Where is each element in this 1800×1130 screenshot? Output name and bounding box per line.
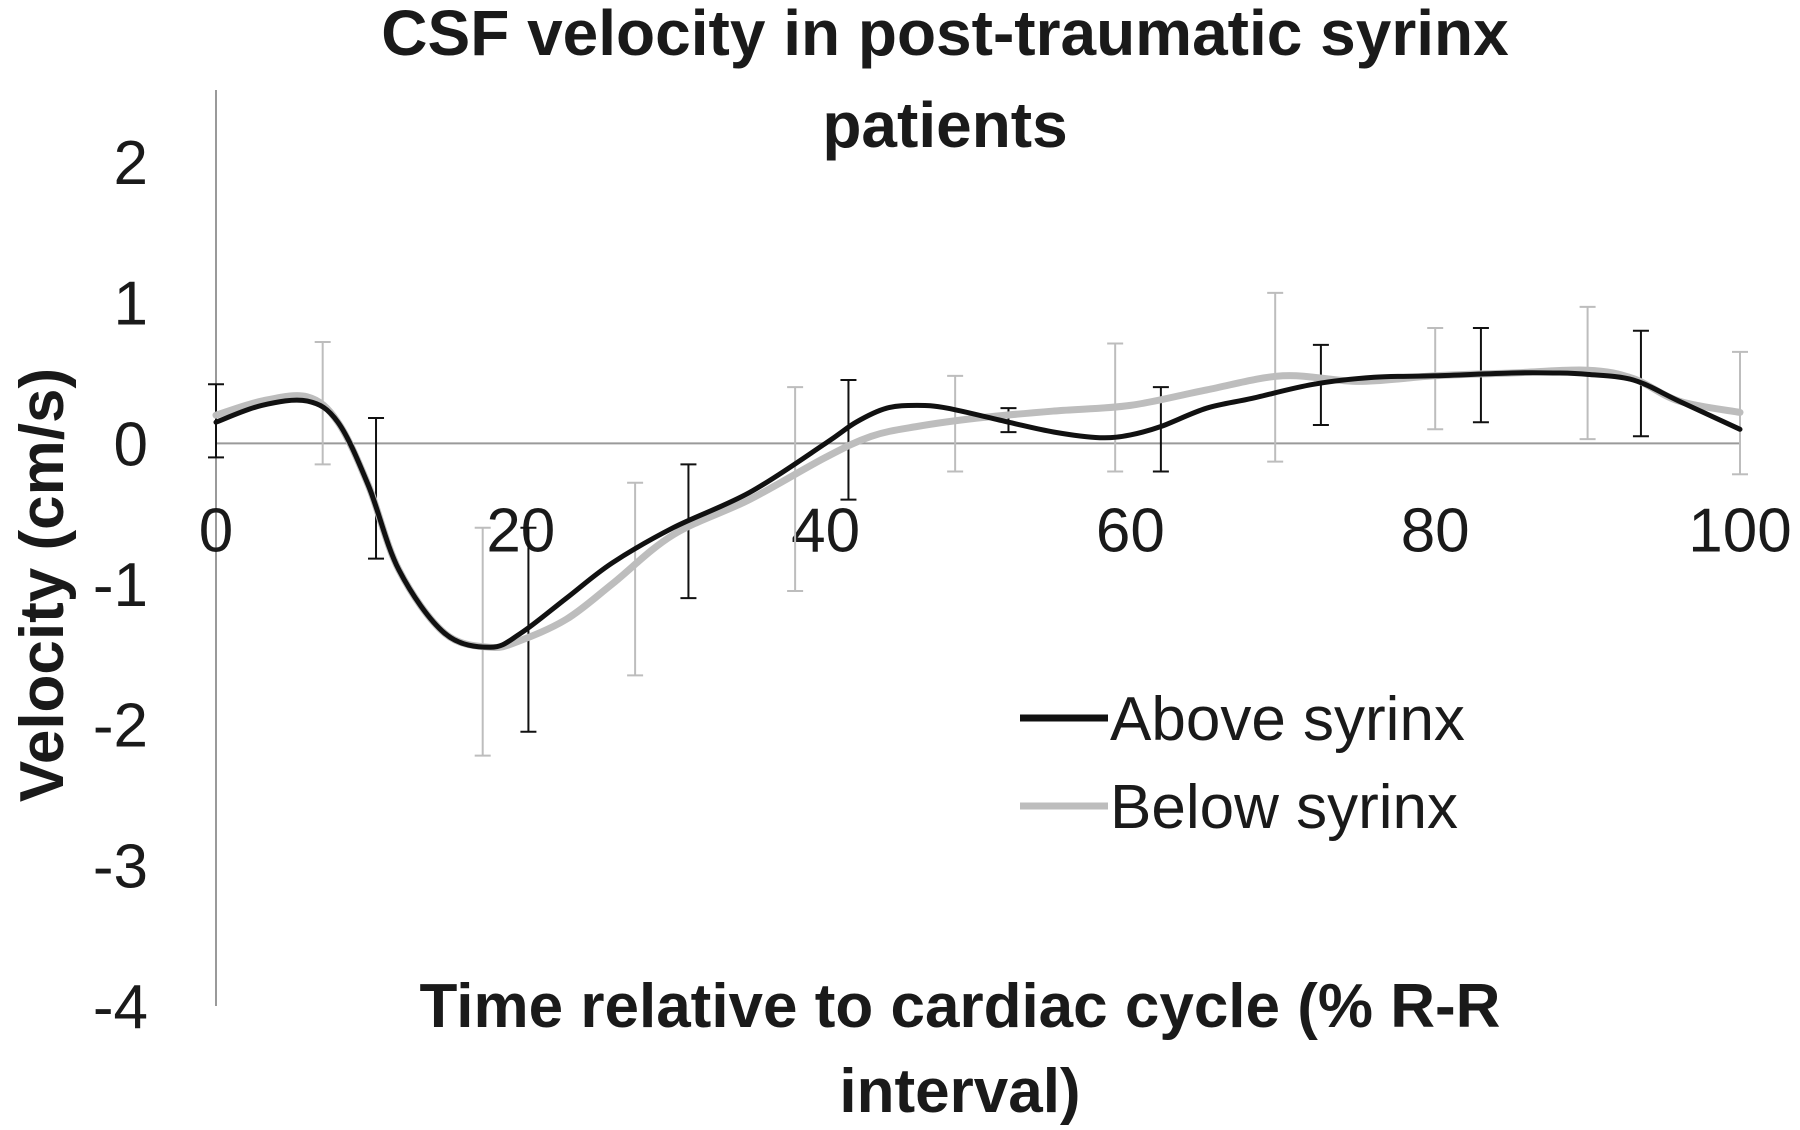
series-line-1 (213, 370, 1743, 650)
legend: Above syrinx Below syrinx (1020, 685, 1465, 842)
x-tick-label: 20 (486, 496, 555, 565)
x-axis-title-line-2: interval) (839, 1057, 1080, 1126)
y-tick-label: -2 (93, 692, 148, 761)
axes (215, 90, 1740, 1006)
error-bar (368, 417, 385, 560)
error-bar (840, 379, 857, 501)
error-bars (208, 291, 1748, 757)
x-tick-labels: 0 20 40 60 80 100 (199, 496, 1792, 565)
y-tick-label: 1 (114, 270, 148, 339)
y-tick-label: -1 (93, 551, 148, 620)
y-tick-label: 2 (114, 129, 148, 198)
x-axis-title-line-1: Time relative to cardiac cycle (% R-R (420, 972, 1501, 1041)
legend-label: Below syrinx (1110, 773, 1458, 842)
chart-title-line-1: CSF velocity in post-traumatic syrinx (381, 0, 1509, 69)
error-bar (680, 463, 697, 600)
y-axis-title: Velocity (cm/s) (8, 368, 77, 802)
x-tick-label: 0 (199, 496, 233, 565)
legend-label: Above syrinx (1110, 685, 1465, 754)
series-line-2 (212, 366, 1744, 652)
chart-title-line-2: patients (822, 89, 1067, 161)
x-tick-label: 40 (791, 496, 860, 565)
x-tick-label: 100 (1688, 496, 1791, 565)
error-bar (474, 526, 491, 757)
x-tick-label: 60 (1096, 496, 1165, 565)
series-lines (212, 366, 1744, 652)
y-tick-label: -4 (93, 973, 148, 1042)
x-tick-label: 80 (1401, 496, 1470, 565)
error-bar (627, 481, 644, 677)
y-tick-labels: 2 1 0 -1 -2 -3 -4 (93, 129, 148, 1042)
y-tick-label: -3 (93, 832, 148, 901)
error-bar (787, 386, 804, 593)
y-tick-label: 0 (114, 410, 148, 479)
